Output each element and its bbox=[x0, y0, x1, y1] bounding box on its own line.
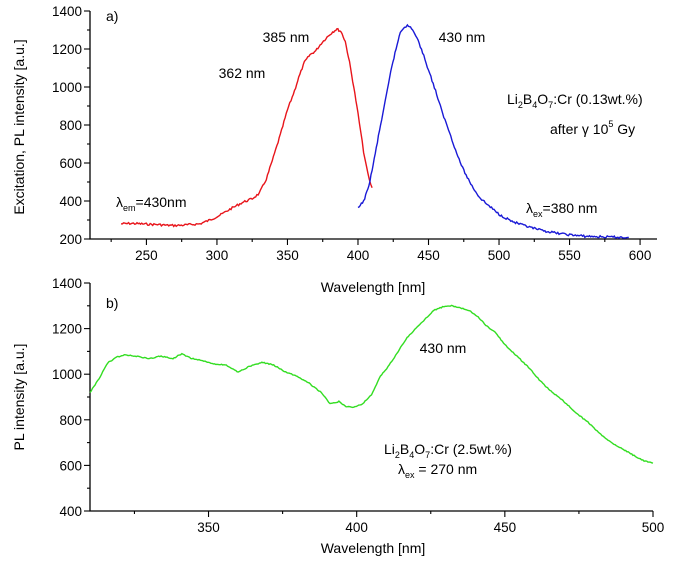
x-tick-label: 600 bbox=[629, 248, 652, 263]
series-line-a-0 bbox=[120, 27, 373, 228]
x-tick-label: 400 bbox=[345, 520, 368, 535]
y-tick-label: 1400 bbox=[52, 276, 82, 291]
x-tick-label: 450 bbox=[494, 520, 517, 535]
x-tick-label: 300 bbox=[206, 248, 229, 263]
dose-label: after γ 105 Gy bbox=[550, 119, 635, 137]
y-tick-label: 1000 bbox=[52, 80, 82, 95]
y-tick-label: 400 bbox=[59, 504, 82, 519]
x-tick-label: 450 bbox=[417, 248, 440, 263]
panel-b-x-axis-label: Wavelength [nm] bbox=[321, 540, 426, 556]
peak-430-label-b: 430 nm bbox=[420, 340, 467, 356]
lambda-ex-label-a: λex=380 nm bbox=[526, 200, 597, 219]
panel-a-series bbox=[120, 23, 629, 240]
y-tick-label: 600 bbox=[59, 156, 82, 171]
y-tick-label: 200 bbox=[59, 232, 82, 247]
x-tick-label: 500 bbox=[642, 520, 665, 535]
panel-b-y-axis-label: PL intensity [a.u.] bbox=[11, 344, 27, 451]
panel-a-x-axis-label: Wavelength [nm] bbox=[321, 279, 426, 295]
panel-b-label: b) bbox=[106, 295, 118, 311]
y-tick-label: 600 bbox=[59, 458, 82, 473]
panel-a-y-ticks: 200 400 600 800 1000 1200 1400 bbox=[52, 4, 90, 247]
panel-b-series bbox=[89, 304, 654, 464]
x-tick-label: 400 bbox=[347, 248, 370, 263]
panel-a-x-ticks: 250 300 350 400 450 500 550 600 bbox=[110, 239, 652, 263]
lambda-ex-label-b: λex = 270 nm bbox=[398, 461, 477, 480]
panel-b: 350 400 450 500 400 600 800 1000 1200 1400 b) Wa… bbox=[11, 276, 664, 556]
peak-362-label: 362 nm bbox=[219, 65, 266, 81]
x-tick-label: 350 bbox=[276, 248, 299, 263]
x-tick-label: 550 bbox=[558, 248, 581, 263]
sample-label-b: Li2B4O7:Cr (2.5wt.%) bbox=[384, 441, 512, 460]
y-tick-label: 1000 bbox=[52, 367, 82, 382]
panel-a-y-axis-label: Excitation, PL intensity [a.u.] bbox=[11, 39, 27, 214]
peak-430-label-a: 430 nm bbox=[439, 29, 486, 45]
x-tick-label: 350 bbox=[197, 520, 220, 535]
peak-385-label: 385 nm bbox=[263, 29, 310, 45]
y-tick-label: 800 bbox=[59, 118, 82, 133]
y-tick-label: 1200 bbox=[52, 42, 82, 57]
panel-a-label: a) bbox=[106, 8, 118, 24]
y-tick-label: 1400 bbox=[52, 4, 82, 19]
x-tick-label: 250 bbox=[135, 248, 158, 263]
y-tick-label: 1200 bbox=[52, 322, 82, 337]
panel-b-axes bbox=[89, 283, 653, 512]
sample-label-a: Li2B4O7:Cr (0.13wt.%) bbox=[507, 91, 643, 110]
panel-b-x-ticks: 350 400 450 500 bbox=[133, 511, 665, 535]
series-line-a-1 bbox=[357, 23, 629, 240]
y-tick-label: 400 bbox=[59, 194, 82, 209]
series-line-b-0 bbox=[89, 304, 654, 464]
panel-a: 250 300 350 400 450 500 550 600 200 400 600 800 100… bbox=[11, 4, 657, 295]
lambda-em-label: λem=430nm bbox=[116, 194, 187, 213]
y-tick-label: 800 bbox=[59, 413, 82, 428]
x-tick-label: 500 bbox=[488, 248, 511, 263]
panel-b-y-ticks: 400 600 800 1000 1200 1400 bbox=[52, 276, 90, 519]
